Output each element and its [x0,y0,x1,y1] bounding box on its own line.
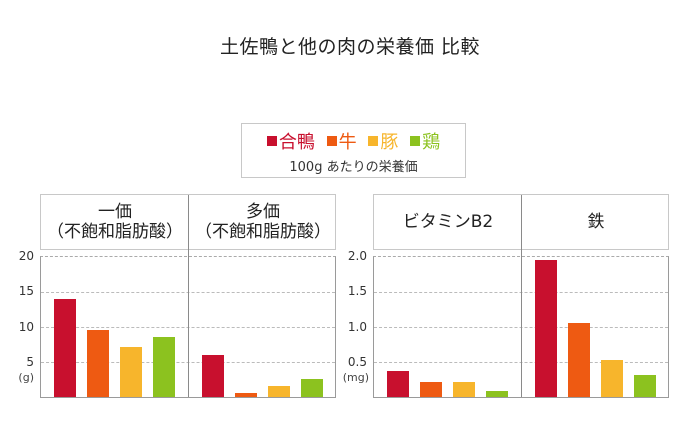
legend-label-pork: 豚 [380,132,399,153]
header-iron-label: 鉄 [587,212,605,232]
panel-divider [521,195,522,397]
bar-豚 [601,360,623,397]
header-polyunsaturated: 多価 （不飽和脂肪酸） [189,195,337,249]
bar-牛 [235,393,257,397]
bar-牛 [87,330,109,397]
y-unit-label: (g) [18,371,34,384]
panel-divider [188,195,189,397]
legend-swatch-pork [368,136,379,146]
header-monounsaturated: 一価 （不飽和脂肪酸） [41,195,189,249]
header-iron: 鉄 [522,195,670,249]
header-poly-line2: （不飽和脂肪酸） [195,222,331,242]
legend-subtitle: 100g あたりの栄養価 [289,160,418,175]
bar-豚 [453,382,475,397]
y-tick: 0.5 [347,355,367,369]
y-unit-label: (mg) [342,371,369,384]
legend-label-beef: 牛 [338,132,357,153]
y-tick: 1.5 [347,284,367,298]
bar-牛 [568,323,590,397]
y-tick: 15 [18,284,34,298]
bar-合鴨 [54,299,76,397]
header-vitamin-b2: ビタミンB2 [374,195,522,249]
header-mono-line2: （不飽和脂肪酸） [47,222,183,242]
legend-item-beef: 牛 [326,128,357,154]
y-tick: 2.0 [347,249,367,263]
header-mono-line1: 一価 [98,202,132,222]
bar-豚 [120,347,142,397]
legend-swatch-chicken [410,136,421,146]
legend-item-duck: 合鴨 [266,128,315,154]
left-plot-area [40,195,336,398]
legend-items: 合鴨 牛 豚 鶏 [242,128,465,154]
y-tick: 20 [18,249,34,263]
y-tick: 10 [18,320,34,334]
legend-swatch-duck [266,136,277,146]
bar-鶏 [153,337,175,397]
legend-item-chicken: 鶏 [410,128,440,154]
bar-合鴨 [535,260,557,397]
bar-鶏 [634,375,656,397]
chart-title: 土佐鴨と他の肉の栄養価 比較 [219,36,481,58]
bar-豚 [268,386,290,397]
legend-swatch-beef [326,136,337,146]
legend-item-pork: 豚 [368,128,398,154]
right-plot-area [373,195,669,398]
bar-鶏 [301,379,323,397]
bar-鶏 [486,391,508,397]
legend: 合鴨 牛 豚 鶏 100g あたりの栄養価 [241,123,466,178]
legend-label-chicken: 鶏 [422,132,441,153]
header-poly-line1: 多価 [246,202,280,222]
header-b2-label: ビタミンB2 [402,212,494,232]
legend-label-duck: 合鴨 [278,132,315,153]
bar-合鴨 [202,355,224,397]
bar-牛 [420,382,442,397]
bar-合鴨 [387,371,409,397]
y-tick: 5 [26,355,34,369]
y-tick: 1.0 [347,320,367,334]
